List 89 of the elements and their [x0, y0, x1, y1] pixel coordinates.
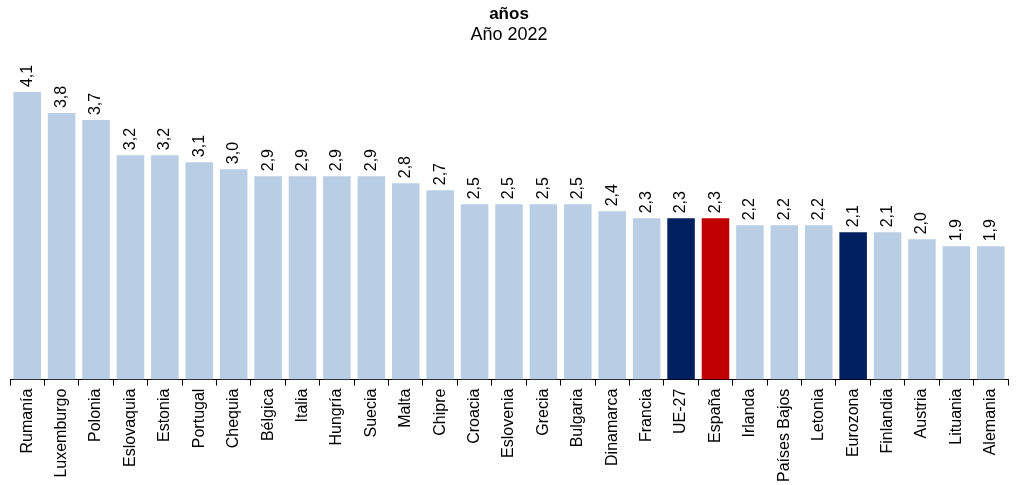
x-tick-label: Lituania: [946, 388, 964, 445]
bar: [426, 190, 454, 380]
bar: [839, 232, 867, 380]
data-label: 3,0: [224, 141, 242, 165]
bar: [13, 92, 41, 380]
data-label: 1,9: [946, 219, 964, 242]
x-tick-label: Eurozona: [843, 388, 861, 458]
bar: [804, 225, 833, 380]
bar: [323, 176, 351, 380]
bar: [977, 246, 1005, 380]
data-label: 2,9: [361, 148, 379, 172]
data-label: 2,9: [327, 148, 345, 172]
x-tick-label: Finlandia: [877, 388, 895, 454]
bar: [908, 239, 936, 380]
x-tick-label: Austria: [912, 388, 930, 439]
data-label: 2,2: [809, 197, 827, 221]
bar: [942, 246, 971, 380]
data-label: 2,5: [533, 176, 551, 200]
data-label: 2,9: [292, 148, 310, 172]
bar: [873, 232, 902, 380]
data-label: 2,1: [843, 204, 861, 228]
x-tick-label: Rumanía: [17, 388, 35, 454]
x-tick-label: Irlanda: [740, 388, 758, 438]
chart-subtitle: Año 2022: [470, 24, 548, 45]
x-tick-label: España: [705, 388, 723, 443]
data-label: 1,9: [981, 219, 999, 242]
bar: [701, 218, 730, 380]
bar: [564, 204, 592, 380]
bar: [254, 176, 282, 380]
data-label: 2,8: [396, 155, 414, 179]
bar: [357, 176, 386, 380]
bar: [116, 155, 145, 380]
x-tick-label: Suecia: [361, 388, 379, 438]
bar: [667, 218, 695, 380]
x-tick-label: Países Bajos: [774, 388, 792, 483]
x-tick-label: Chequia: [224, 388, 242, 449]
data-label: 2,9: [258, 148, 276, 172]
bar: [770, 225, 799, 380]
x-tick-label: Eslovenia: [499, 388, 517, 458]
x-tick-label: Eslovaquia: [120, 388, 138, 467]
bar: [460, 204, 489, 380]
data-label: 2,1: [877, 204, 895, 228]
data-label: 2,5: [568, 176, 586, 200]
x-tick-label: Dinamarca: [602, 388, 620, 466]
x-tick-label: Polonia: [86, 388, 104, 442]
data-label: 2,2: [740, 197, 758, 221]
data-label: 2,0: [912, 212, 930, 235]
bar: [529, 204, 558, 380]
x-tick-label: UE-27: [671, 388, 689, 434]
x-tick-label: Malta: [396, 388, 414, 428]
bar: [598, 211, 627, 380]
data-label: 2,3: [705, 190, 723, 214]
x-tick-label: Bélgica: [258, 388, 276, 442]
bar: [736, 225, 764, 380]
x-tick-label: Portugal: [189, 388, 207, 449]
bar: [47, 113, 76, 380]
data-label: 3,1: [189, 134, 207, 158]
bar: [185, 162, 214, 380]
x-tick-label: Estonia: [155, 388, 173, 442]
data-label: 2,3: [637, 190, 655, 214]
data-label: 3,2: [120, 127, 138, 151]
bar: [495, 204, 523, 380]
data-label: 4,1: [17, 64, 35, 88]
data-label: 2,3: [671, 190, 689, 214]
x-tick-label: Luxemburgo: [52, 388, 70, 478]
data-label: 2,5: [464, 176, 482, 200]
bar: [82, 120, 110, 380]
data-label: 2,5: [499, 176, 517, 200]
chart-title: años: [489, 3, 529, 23]
bar: [632, 218, 661, 380]
x-tick-label: Bulgaria: [568, 388, 586, 448]
bar: [288, 176, 317, 380]
x-tick-label: Alemania: [981, 388, 999, 456]
x-tick-label: Letonia: [809, 388, 827, 442]
x-tick-label: Croacia: [464, 388, 482, 444]
data-label: 3,2: [155, 127, 173, 151]
x-tick-label: Hungría: [327, 388, 345, 446]
data-label: 2,2: [774, 197, 792, 221]
bar: [391, 183, 420, 380]
bar: [151, 155, 179, 380]
data-label: 2,4: [602, 183, 620, 207]
x-tick-label: Francia: [637, 388, 655, 442]
x-tick-label: Chipre: [430, 388, 448, 436]
x-tick-label: Grecia: [533, 388, 551, 436]
bar: [219, 169, 248, 380]
data-label: 3,7: [86, 92, 104, 116]
data-label: 2,7: [430, 162, 448, 186]
x-tick-label: Italia: [292, 388, 310, 423]
data-label: 3,8: [52, 85, 70, 109]
